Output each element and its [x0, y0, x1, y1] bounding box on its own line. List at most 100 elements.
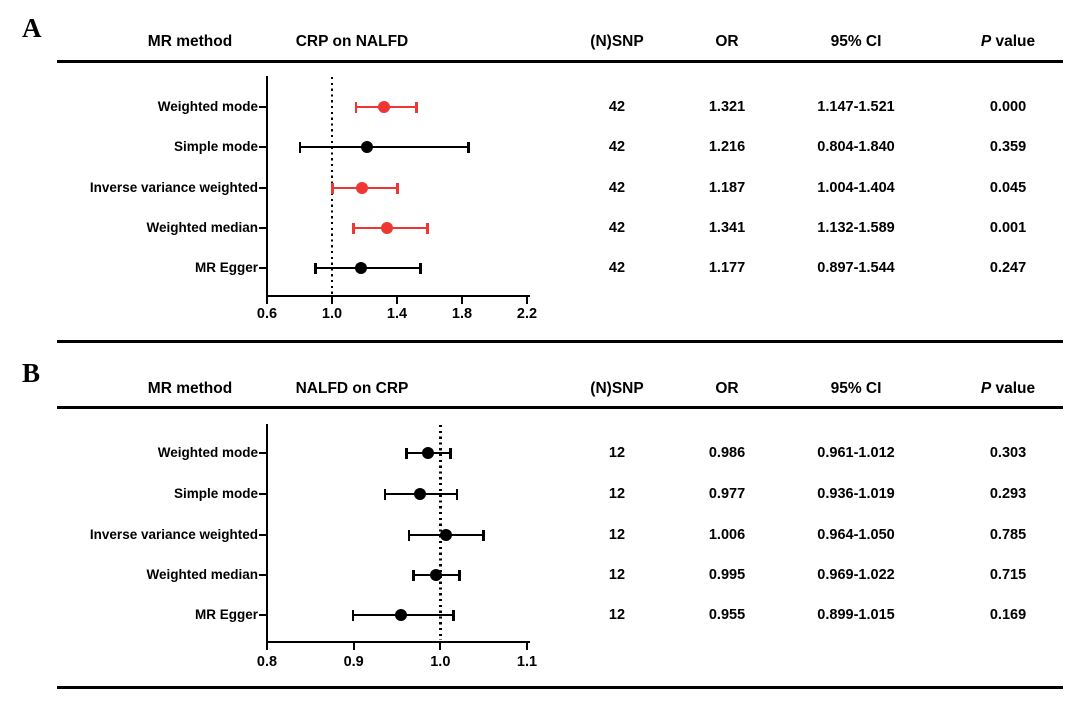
cell-ci: 0.961-1.012 — [817, 445, 895, 461]
cell-ci: 0.899-1.015 — [817, 607, 895, 623]
row-method-label: Weighted mode — [157, 99, 258, 114]
x-axis-tick — [395, 297, 399, 305]
ci-cap-high — [419, 262, 422, 274]
ci-cap-high — [482, 529, 485, 541]
cell-ci: 0.969-1.022 — [817, 567, 895, 583]
ci-cap-low — [331, 182, 334, 194]
cell-p-value: 0.001 — [989, 220, 1027, 236]
cell-p-value: 0.169 — [989, 607, 1027, 623]
x-axis-tick-label: 1.1 — [516, 654, 538, 670]
x-axis-tick-label: 2.2 — [516, 306, 538, 322]
x-axis-tick — [525, 643, 529, 651]
y-axis-tick — [259, 451, 267, 455]
cell-ci: 1.004-1.404 — [817, 180, 895, 196]
ci-cap-high — [455, 488, 459, 500]
ci-cap-high — [467, 141, 470, 153]
panel-a-letter: A — [22, 13, 42, 43]
cell-p-value: 0.000 — [989, 99, 1027, 115]
row-method-label: Weighted median — [146, 220, 258, 235]
x-axis-tick-label: 1.4 — [386, 306, 408, 322]
panel-a-header-p-value: P value — [980, 33, 1036, 50]
row-method-label: Weighted median — [146, 567, 258, 582]
cell-nsnp: 42 — [608, 180, 626, 196]
x-axis-tick — [330, 297, 334, 305]
cell-or: 1.216 — [708, 139, 746, 155]
ci-cap-high — [449, 447, 453, 459]
or-point-marker — [439, 529, 452, 541]
y-axis-line — [265, 76, 269, 296]
ci-bar — [300, 145, 469, 149]
cell-nsnp: 42 — [608, 139, 626, 155]
y-axis-tick — [259, 145, 267, 149]
y-axis-tick — [259, 266, 267, 270]
row-method-label: Inverse variance weighted — [89, 527, 258, 542]
panel-a-header-ci: 95% CI — [830, 33, 882, 50]
x-axis-tick — [352, 643, 355, 651]
ci-cap-high — [396, 182, 399, 194]
x-axis-tick-label: 0.8 — [256, 654, 278, 670]
cell-p-value: 0.303 — [989, 445, 1027, 461]
ci-cap-low — [352, 222, 355, 234]
cell-or: 1.006 — [708, 527, 746, 543]
ci-cap-low — [412, 569, 415, 581]
panel-a-header-or: OR — [715, 33, 739, 50]
or-point-marker — [381, 222, 394, 234]
row-method-label: Simple mode — [173, 486, 258, 501]
or-point-marker — [378, 101, 391, 113]
ci-cap-low — [383, 488, 387, 500]
x-axis-tick-label: 0.6 — [256, 306, 278, 322]
cell-or: 0.986 — [708, 445, 746, 461]
cell-nsnp: 12 — [608, 445, 626, 461]
panel-b-header-rule — [57, 406, 1063, 409]
ci-cap-low — [407, 529, 411, 541]
x-axis-tick — [460, 297, 464, 305]
panel-b-header-or: OR — [715, 380, 739, 397]
x-axis-line — [265, 640, 530, 644]
x-axis-tick-label: 1.0 — [430, 654, 451, 670]
cell-or: 0.977 — [708, 486, 746, 502]
cell-ci: 0.897-1.544 — [817, 260, 895, 276]
y-axis-tick — [259, 533, 267, 537]
panel-b-header-nsnp: (N)SNP — [590, 380, 644, 397]
row-method-label: MR Egger — [194, 607, 258, 622]
y-axis-line — [265, 424, 269, 642]
ci-cap-high — [458, 569, 461, 581]
x-axis-tick-label: 0.9 — [343, 654, 364, 670]
panel-a-plot-title: CRP on NALFD — [295, 33, 409, 50]
ci-cap-high — [415, 101, 418, 113]
or-point-marker — [354, 262, 367, 274]
ci-cap-low — [351, 609, 355, 621]
x-axis-line — [265, 294, 530, 298]
or-point-marker — [356, 182, 369, 194]
ci-cap-low — [405, 447, 408, 459]
row-method-label: MR Egger — [194, 260, 258, 275]
or-point-marker — [395, 609, 408, 621]
x-axis-tick — [525, 297, 529, 305]
y-axis-tick — [259, 186, 267, 190]
y-axis-tick — [259, 573, 267, 577]
panel-b-header-p-value: P value — [980, 380, 1036, 397]
cell-nsnp: 42 — [608, 99, 626, 115]
panel-a-header-mr-method: MR method — [147, 33, 233, 50]
cell-or: 0.955 — [708, 607, 746, 623]
panel-b-bottom-rule — [57, 686, 1063, 689]
cell-nsnp: 12 — [608, 527, 626, 543]
or-point-marker — [422, 447, 435, 459]
cell-or: 1.187 — [708, 180, 746, 196]
ci-cap-low — [298, 141, 302, 153]
cell-ci: 1.132-1.589 — [817, 220, 895, 236]
row-method-label: Weighted mode — [157, 445, 258, 460]
cell-nsnp: 42 — [608, 220, 626, 236]
y-axis-tick — [259, 226, 267, 230]
y-axis-tick — [259, 613, 267, 617]
or-point-marker — [430, 569, 442, 581]
or-point-marker — [361, 141, 374, 153]
panel-b-letter: B — [22, 358, 41, 388]
panel-a-bottom-rule — [57, 340, 1063, 343]
y-axis-tick — [259, 105, 267, 109]
ci-cap-high — [426, 222, 429, 234]
cell-nsnp: 12 — [608, 607, 626, 623]
cell-nsnp: 12 — [608, 567, 626, 583]
ci-cap-low — [354, 101, 358, 113]
